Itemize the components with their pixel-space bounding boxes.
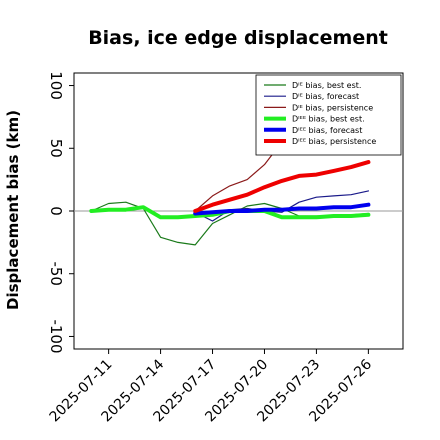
plot-area: -100-500501002025-07-112025-07-142025-07… — [47, 71, 404, 425]
legend-entry: Dᴵᴱᴱ bias, persistence — [292, 137, 376, 146]
series-line-6 — [193, 160, 371, 213]
legend-entry: Dᴵᴱ bias, best est. — [292, 81, 361, 90]
y-tick-label: 50 — [47, 139, 65, 158]
chart-title: Bias, ice edge displacement — [88, 27, 388, 49]
y-tick-label: -50 — [47, 261, 65, 286]
legend-entry: Dᴵᴱ bias, persistence — [292, 103, 373, 112]
y-tick-label: 0 — [47, 206, 65, 216]
y-tick-label: 100 — [47, 71, 65, 100]
legend-entry: Dᴵᴱ bias, forecast — [292, 92, 359, 101]
y-axis-label: Displacement bias (km) — [4, 110, 22, 310]
legend-entry: Dᴵᴱᴱ bias, forecast — [292, 126, 362, 135]
series-line-5 — [193, 202, 371, 216]
y-tick-label: -100 — [47, 319, 65, 353]
legend-entry: Dᴵᴱᴱ bias, best est. — [292, 115, 365, 124]
